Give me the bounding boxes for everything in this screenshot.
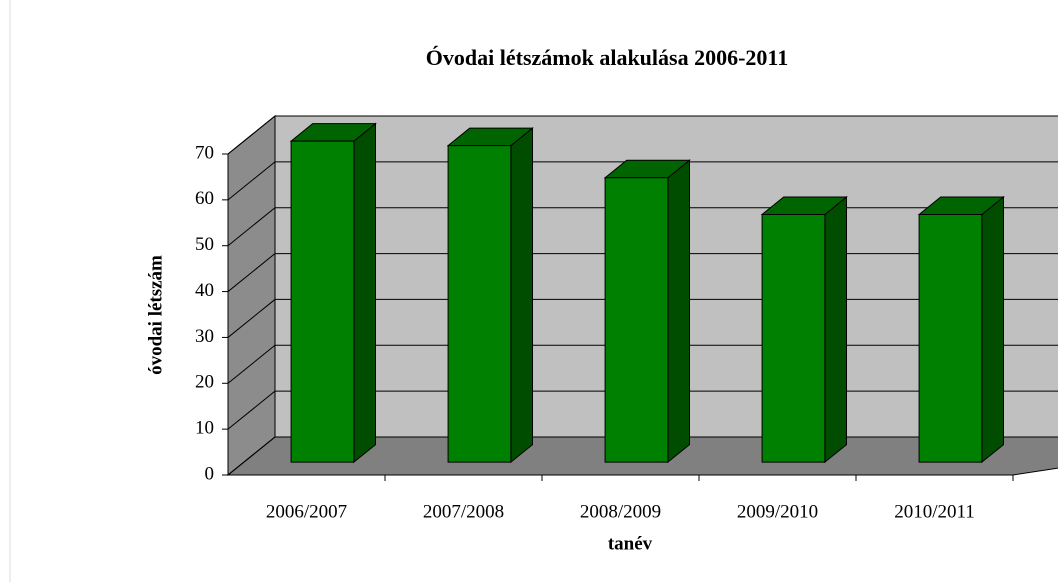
bar-side	[824, 195, 847, 464]
chart-title: Óvodai létszámok alakulása 2006-2011	[426, 45, 788, 70]
y-tick-label: 0	[205, 463, 215, 484]
bar-front	[604, 177, 669, 463]
bar-front	[290, 140, 355, 463]
bar-front	[761, 213, 826, 463]
bar-side	[353, 122, 376, 464]
x-tick-label: 2007/2008	[423, 501, 504, 522]
grid-line	[227, 161, 1058, 201]
bar	[760, 195, 848, 464]
y-tick-label: 60	[195, 188, 214, 209]
bar-front	[918, 213, 983, 463]
bar	[446, 127, 534, 464]
bar-side	[667, 159, 690, 464]
y-tick-label: 40	[195, 280, 214, 301]
y-tick-label: 10	[195, 418, 214, 439]
bar	[289, 122, 377, 464]
side-wall	[227, 114, 276, 477]
x-tick-label: 2010/2011	[894, 501, 975, 522]
bar	[603, 159, 691, 464]
x-axis-title: tanév	[608, 533, 653, 554]
x-tick-label: 2008/2009	[580, 501, 661, 522]
bar	[917, 195, 1005, 464]
bar-side	[510, 127, 533, 464]
bar-side	[981, 195, 1004, 464]
bar-front	[447, 145, 512, 463]
y-tick-label: 20	[195, 372, 214, 393]
x-tick-label: 2009/2010	[737, 501, 818, 522]
x-tick-label: 2006/2007	[266, 501, 347, 522]
y-tick-label: 30	[195, 326, 214, 347]
y-axis-title: óvodai létszám	[145, 255, 166, 375]
grid-line	[227, 115, 1058, 155]
y-tick-label: 50	[195, 234, 214, 255]
y-tick-label: 70	[195, 142, 214, 163]
